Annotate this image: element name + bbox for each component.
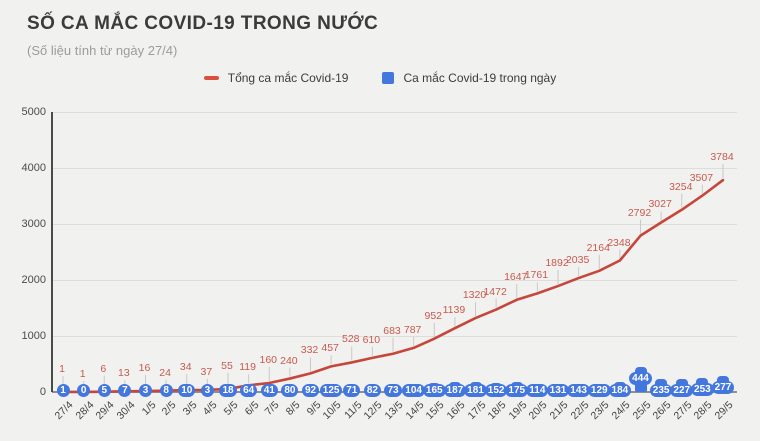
total-cases-data-label: 2164 <box>586 241 610 254</box>
daily-cases-bar <box>118 387 131 392</box>
total-cases-data-label: 3784 <box>710 151 734 164</box>
daily-cases-bar <box>77 387 90 392</box>
y-axis-tick-label: 4000 <box>21 162 46 174</box>
daily-cases-bar <box>283 387 296 392</box>
daily-cases-bar <box>139 387 152 392</box>
legend: Tổng ca mắc Covid-19 Ca mắc Covid-19 tro… <box>0 71 760 85</box>
total-cases-data-label: 2035 <box>565 254 590 267</box>
daily-cases-bar <box>634 367 647 392</box>
daily-cases-bar <box>448 381 461 392</box>
total-cases-data-label: 528 <box>341 333 360 346</box>
daily-cases-bar <box>572 383 585 392</box>
gridline <box>52 223 737 225</box>
daily-cases-bar <box>510 382 523 392</box>
page-subtitle: (Số liệu tính từ ngày 27/4) <box>27 43 178 58</box>
daily-cases-bar <box>366 387 379 392</box>
daily-cases-bar <box>387 387 399 392</box>
total-cases-data-label: 1647 <box>504 270 528 283</box>
daily-cases-bar <box>201 387 214 392</box>
daily-cases-bar <box>469 381 482 392</box>
total-cases-data-label: 3254 <box>669 180 693 193</box>
legend-item-daily[interactable]: Ca mắc Covid-19 trong ngày <box>382 71 556 85</box>
total-cases-data-label: 55 <box>221 359 233 372</box>
total-cases-data-label: 1 <box>59 362 65 375</box>
total-cases-data-label: 1320 <box>462 289 487 302</box>
y-axis-line <box>51 112 53 392</box>
total-cases-data-label: 16 <box>138 362 151 375</box>
daily-cases-bar <box>655 378 668 392</box>
total-cases-data-label: 2348 <box>607 236 631 249</box>
gridline <box>52 111 737 113</box>
total-cases-data-label: 1139 <box>442 304 466 317</box>
y-axis-tick-label: 3000 <box>21 218 46 230</box>
total-cases-data-label: 24 <box>159 366 171 379</box>
line-series-swatch-icon <box>203 76 219 80</box>
daily-cases-bar <box>345 387 358 392</box>
y-axis-tick-label: 2000 <box>21 274 46 286</box>
daily-cases-bar <box>675 379 688 392</box>
daily-cases-bar <box>531 385 544 392</box>
legend-item-label: Ca mắc Covid-19 trong ngày <box>403 71 557 85</box>
total-cases-data-label: 1761 <box>524 269 549 282</box>
total-cases-data-label: 787 <box>403 323 422 336</box>
y-axis-tick-label: 5000 <box>21 106 46 118</box>
y-axis-tick-label: 1000 <box>21 330 46 342</box>
daily-cases-bar <box>242 387 255 392</box>
total-cases-data-label: 2792 <box>627 206 652 219</box>
daily-cases-bar <box>325 385 338 392</box>
legend-item-label: Tổng ca mắc Covid-19 <box>227 71 349 85</box>
page-title: SỐ CA MẮC COVID-19 TRONG NƯỚC <box>27 13 379 34</box>
total-cases-data-label: 332 <box>300 344 319 357</box>
bar-series-swatch-icon <box>382 72 395 84</box>
total-cases-data-label: 240 <box>280 354 298 367</box>
y-axis-tick-label: 0 <box>39 386 46 398</box>
gridline <box>52 279 737 281</box>
total-cases-data-label: 1 <box>79 367 86 380</box>
total-cases-data-label: 3027 <box>648 198 672 211</box>
daily-cases-bar <box>304 386 317 392</box>
daily-cases-bar <box>593 384 606 392</box>
daily-cases-bar <box>160 387 173 392</box>
total-cases-data-label: 6 <box>100 362 107 375</box>
total-cases-data-label: 683 <box>383 324 401 337</box>
total-cases-data-label: 952 <box>424 309 443 322</box>
daily-cases-bar <box>180 387 193 392</box>
daily-cases-bar <box>717 376 729 392</box>
total-cases-data-label: 3507 <box>689 171 714 184</box>
legend-item-total[interactable]: Tổng ca mắc Covid-19 <box>203 71 349 85</box>
daily-cases-bar <box>552 384 564 392</box>
total-cases-data-label: 37 <box>200 365 213 378</box>
daily-cases-bar <box>263 387 276 392</box>
daily-cases-bar <box>222 387 234 392</box>
total-cases-data-label: 13 <box>118 367 130 380</box>
daily-cases-bar <box>428 382 441 392</box>
daily-cases-bar <box>57 387 69 392</box>
gridline <box>52 167 737 169</box>
total-cases-data-label: 1472 <box>483 285 507 298</box>
total-cases-data-label: 34 <box>179 361 192 374</box>
total-cases-data-label: 160 <box>259 354 278 367</box>
total-cases-data-label: 119 <box>239 361 256 374</box>
daily-cases-bar <box>613 381 626 392</box>
total-cases-data-label: 610 <box>362 333 381 346</box>
total-cases-data-label: 1892 <box>545 257 569 270</box>
daily-cases-bar <box>407 386 420 392</box>
daily-cases-bar <box>98 387 111 392</box>
daily-cases-bar <box>490 383 503 392</box>
daily-cases-bar <box>696 377 709 392</box>
total-cases-data-label: 457 <box>321 342 339 355</box>
